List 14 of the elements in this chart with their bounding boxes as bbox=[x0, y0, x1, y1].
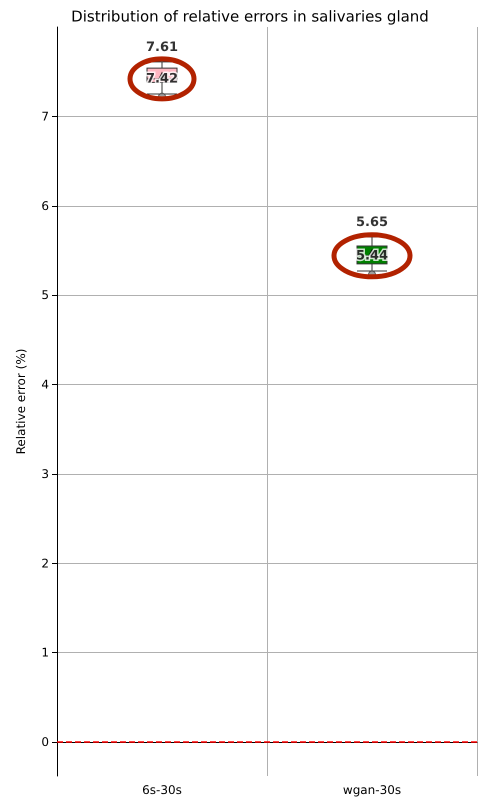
y-tick-label: 5 bbox=[41, 288, 49, 302]
y-tick-label: 1 bbox=[41, 646, 49, 660]
y-axis-title: Relative error (%) bbox=[14, 348, 28, 454]
y-tick-label: 2 bbox=[41, 556, 49, 570]
y-tick-label: 4 bbox=[41, 378, 49, 392]
chart-title: Distribution of relative errors in salivaries gland bbox=[71, 8, 429, 26]
x-tick-label: wgan-30s bbox=[342, 783, 402, 797]
annotation: 5.65 bbox=[356, 215, 388, 230]
x-tick-label: 6s-30s bbox=[142, 783, 182, 797]
y-tick-label: 6 bbox=[41, 198, 49, 213]
y-tick-label: 0 bbox=[41, 735, 49, 750]
y-tick-label: 3 bbox=[41, 466, 49, 481]
y-tick-label: 7 bbox=[41, 109, 49, 124]
annotation: 7.61 bbox=[146, 40, 178, 55]
